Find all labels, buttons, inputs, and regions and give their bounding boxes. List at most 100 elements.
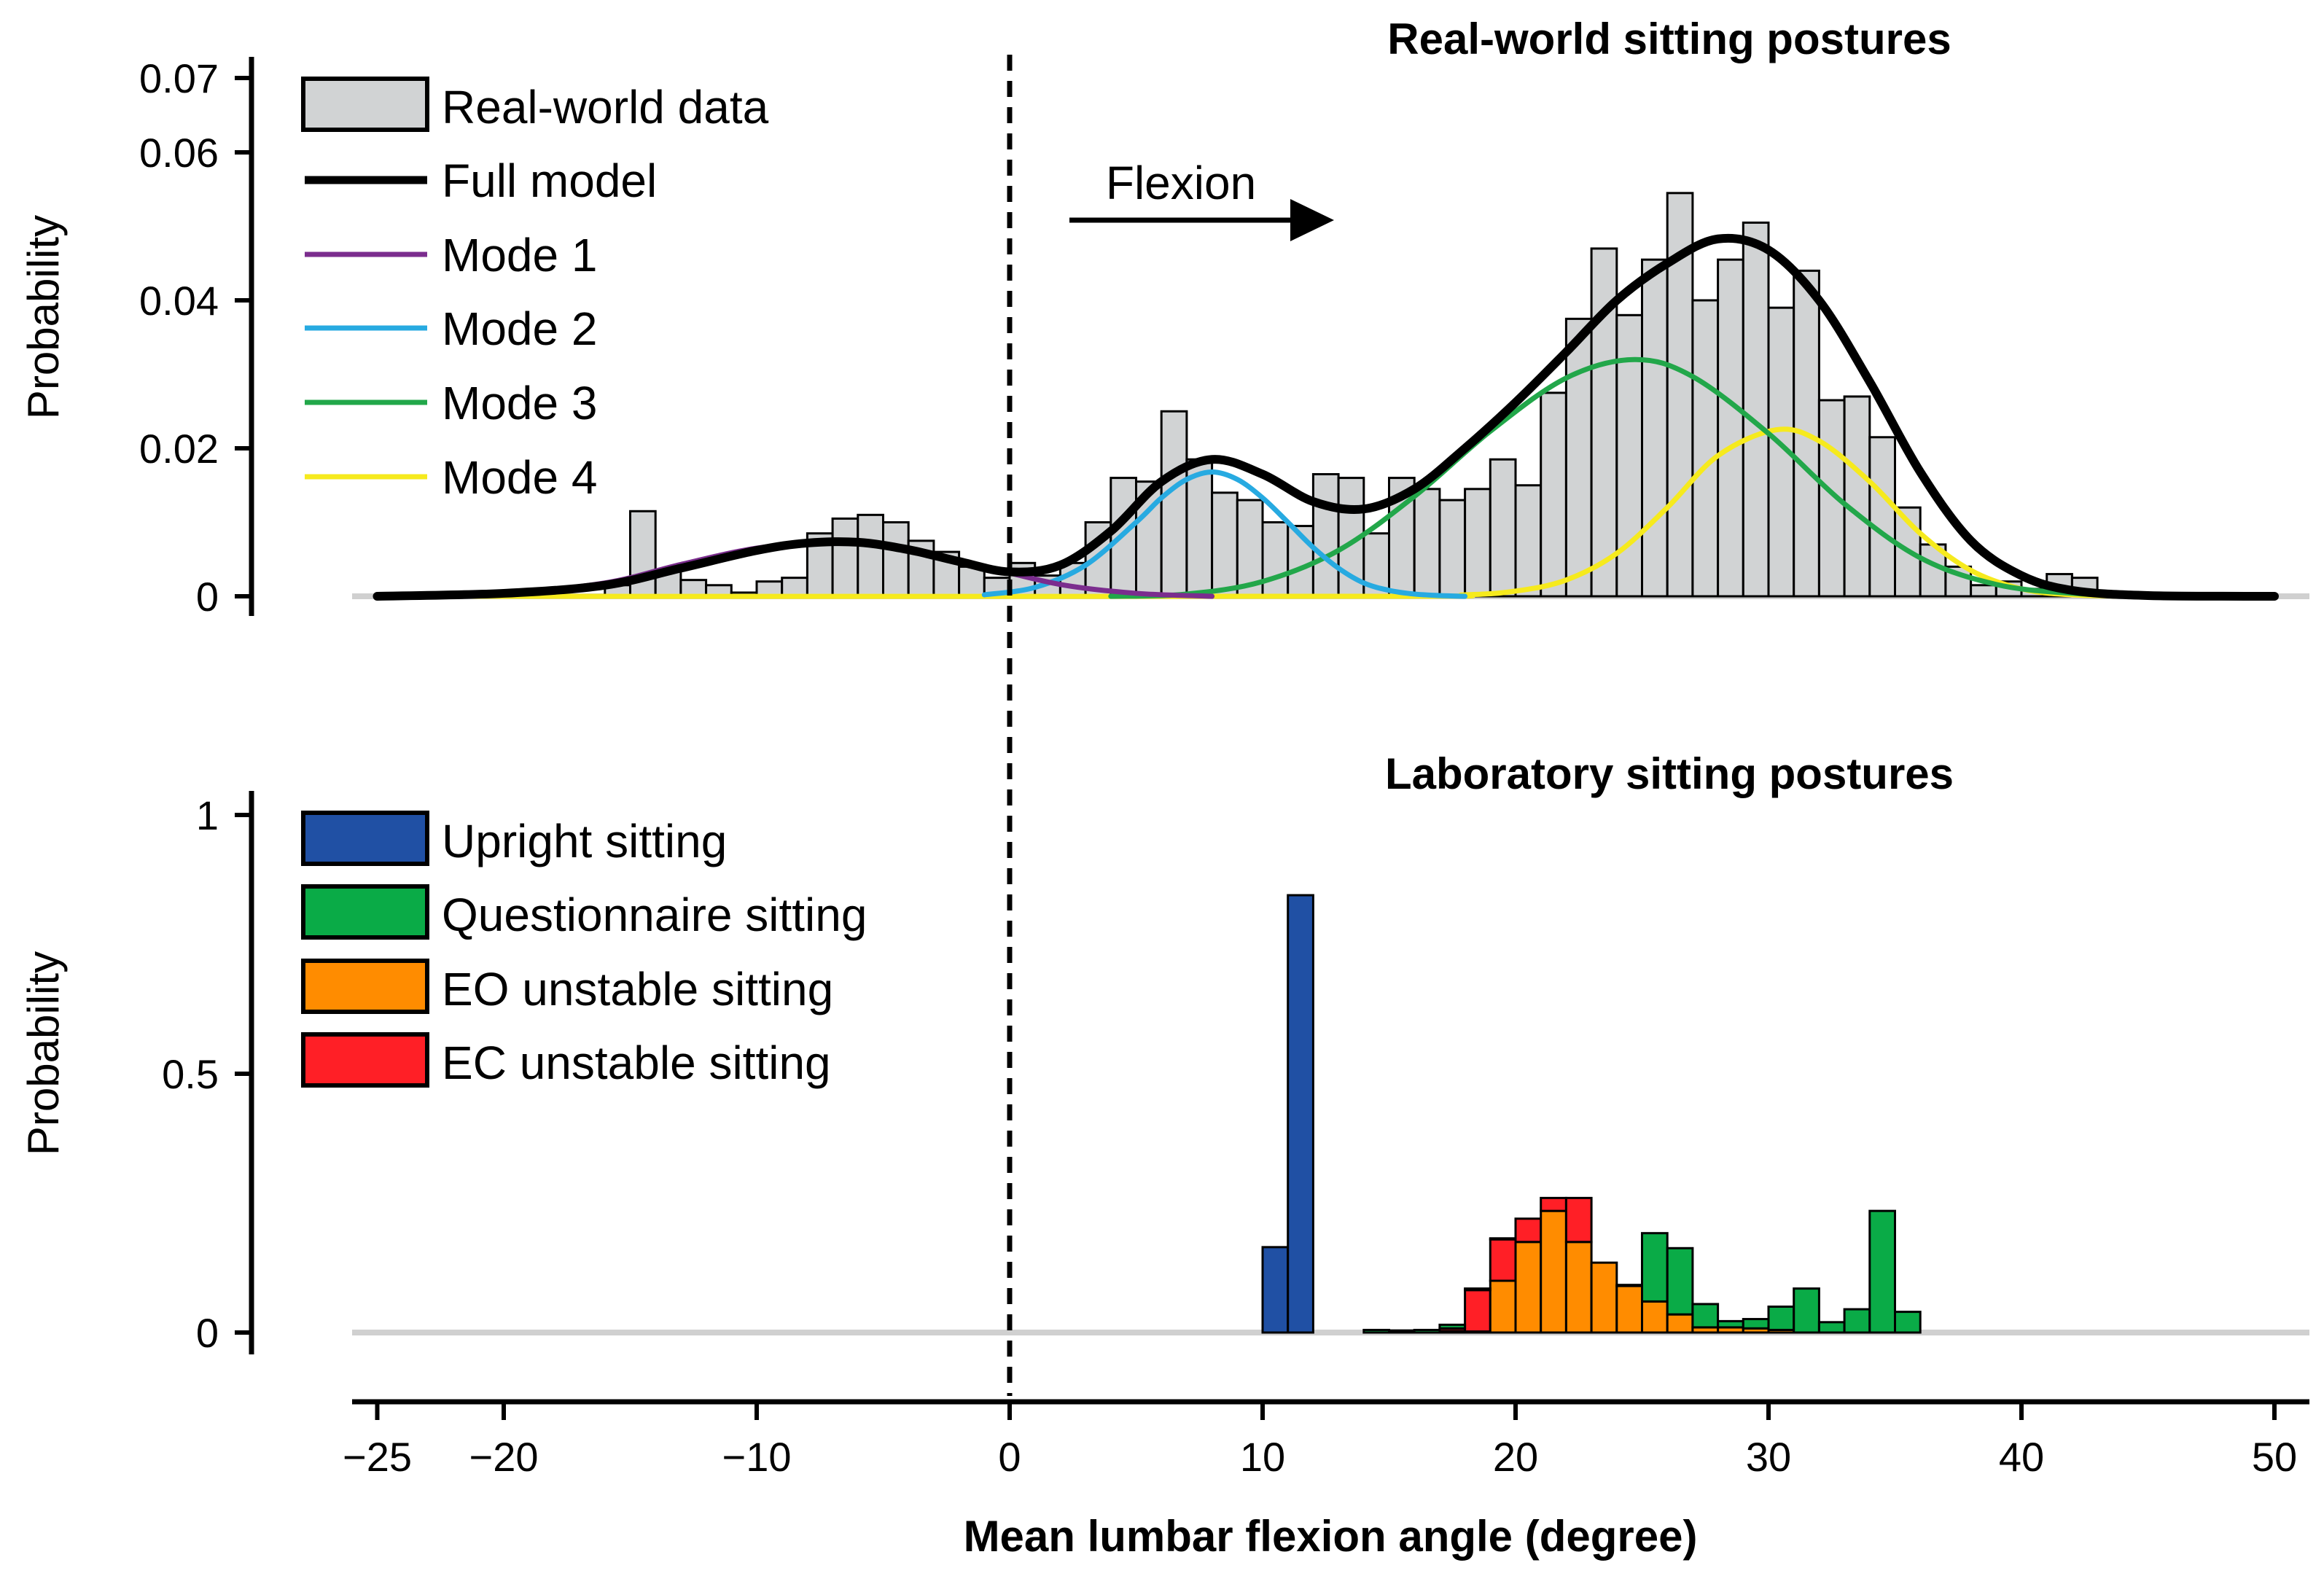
top-histogram-bar xyxy=(1843,395,1871,598)
legend-label-full-model: Full model xyxy=(442,155,657,207)
top-histogram-bar xyxy=(1970,584,1997,598)
top-histogram-bar xyxy=(1261,521,1290,598)
x-axis-title: Mean lumbar flexion angle (degree) xyxy=(964,1512,1698,1561)
eo-unstable-bar xyxy=(1666,1313,1694,1334)
eo-unstable-bar xyxy=(1641,1300,1669,1334)
questionnaire-bar xyxy=(1489,1237,1517,1241)
top-histogram-bar xyxy=(1540,391,1567,598)
flexion-annotation: Flexion xyxy=(1106,157,1256,209)
top-y-tick-label: 0.07 xyxy=(139,55,219,101)
x-tick-label: −10 xyxy=(722,1434,792,1480)
upright-bar xyxy=(1261,1246,1290,1334)
bottom-y-tick-label: 0 xyxy=(196,1310,219,1356)
top-histogram-bar xyxy=(1641,258,1669,598)
questionnaire-bar xyxy=(1691,1303,1720,1329)
legend-label-mode-4: Mode 4 xyxy=(442,451,597,504)
ec-unstable-bar xyxy=(1464,1289,1492,1333)
full-model-curve xyxy=(373,233,2279,601)
legend-label-mode-3: Mode 3 xyxy=(442,377,597,429)
legend-swatch-questionnaire-sitting xyxy=(301,884,429,940)
legend-label-mode-2: Mode 2 xyxy=(442,303,597,355)
eo-unstable-bar xyxy=(1590,1261,1618,1334)
top-panel-title: Real-world sitting postures xyxy=(1387,15,1951,63)
questionnaire-bar xyxy=(1843,1308,1871,1334)
top-histogram-bar xyxy=(1717,258,1744,598)
mode-3-curve xyxy=(1108,356,2277,599)
questionnaire-bar xyxy=(1615,1284,1644,1287)
legend-label-eo-unstable-sitting: EO unstable sitting xyxy=(442,963,833,1015)
bottom-panel: Laboratory sitting postures 0 0.5 1 Prob… xyxy=(19,749,2309,1356)
questionnaire-bar xyxy=(1793,1287,1820,1334)
eo-unstable-bar xyxy=(1615,1284,1644,1334)
questionnaire-bar xyxy=(1666,1247,1694,1316)
top-histogram-bar xyxy=(1489,458,1517,598)
legend-swatch-ec-unstable-sitting xyxy=(301,1032,429,1088)
ec-unstable-bar xyxy=(1564,1196,1593,1244)
top-histogram-bar xyxy=(882,521,910,598)
top-histogram-bar xyxy=(1742,221,1770,598)
upright-bar xyxy=(1287,894,1314,1334)
questionnaire-bar xyxy=(1464,1287,1492,1292)
questionnaire-bar xyxy=(1362,1328,1391,1334)
eo-unstable-bar xyxy=(1514,1241,1543,1334)
x-tick-label: 50 xyxy=(2252,1434,2297,1480)
top-histogram-bar xyxy=(1564,317,1593,598)
legend-swatch-upright-sitting xyxy=(301,811,429,866)
top-histogram-bar xyxy=(857,513,885,598)
top-histogram-bar xyxy=(1464,488,1492,598)
top-histogram xyxy=(604,192,2150,598)
x-axis-ticks: −25 −20 −10 0 10 20 30 40 50 xyxy=(343,1402,2297,1480)
questionnaire-bar xyxy=(1894,1311,1922,1334)
top-histogram-bar xyxy=(831,517,859,598)
top-y-tick-label: 0.02 xyxy=(139,426,219,472)
legend-swatch-real-world-data xyxy=(301,77,429,132)
legend-label-ec-unstable-sitting: EC unstable sitting xyxy=(442,1037,831,1089)
questionnaire-bar xyxy=(1742,1318,1770,1330)
eo-unstable-bar xyxy=(1540,1209,1567,1334)
top-histogram-bar xyxy=(1311,473,1340,598)
legend-label-real-world-data: Real-world data xyxy=(442,81,769,133)
x-tick-label: −20 xyxy=(469,1434,539,1480)
legend-label-questionnaire-sitting: Questionnaire sitting xyxy=(442,889,867,941)
top-y-tick-label: 0.06 xyxy=(139,130,219,176)
top-panel: Real-world sitting postures 0 0.02 0.04 … xyxy=(19,15,2309,620)
x-tick-label: 10 xyxy=(1240,1434,1285,1480)
ec-unstable-bar xyxy=(1514,1217,1543,1244)
top-y-axis-title: Probability xyxy=(19,215,68,419)
bottom-y-tick-label: 1 xyxy=(196,792,219,838)
bottom-legend: Upright sitting Questionnaire sitting EO… xyxy=(301,811,867,1089)
questionnaire-bar xyxy=(1641,1232,1669,1303)
bottom-panel-title: Laboratory sitting postures xyxy=(1385,749,1954,798)
questionnaire-bar xyxy=(1868,1209,1897,1334)
legend-label-mode-1: Mode 1 xyxy=(442,229,597,281)
questionnaire-bar xyxy=(1767,1306,1795,1331)
ec-unstable-bar xyxy=(1540,1196,1567,1212)
x-tick-label: 0 xyxy=(998,1434,1021,1480)
top-histogram-bar xyxy=(1413,488,1441,598)
top-legend: Real-world data Full model Mode 1 Mode 2… xyxy=(301,77,769,504)
legend-swatch-eo-unstable-sitting xyxy=(301,959,429,1014)
x-tick-label: 20 xyxy=(1493,1434,1538,1480)
eo-unstable-bar xyxy=(1564,1241,1593,1334)
questionnaire-bar xyxy=(1817,1321,1846,1334)
legend-label-upright-sitting: Upright sitting xyxy=(442,815,727,867)
questionnaire-bar xyxy=(1438,1323,1467,1330)
ec-unstable-bar xyxy=(1489,1238,1517,1282)
questionnaire-bar xyxy=(1388,1329,1416,1334)
top-histogram-bar xyxy=(781,577,808,598)
x-tick-label: −25 xyxy=(343,1434,412,1480)
top-histogram-bar xyxy=(958,565,986,598)
top-histogram-bar xyxy=(1211,491,1239,598)
top-y-tick-label: 0 xyxy=(196,574,219,620)
top-histogram-bar xyxy=(1160,410,1188,598)
top-model-curves xyxy=(373,233,2279,601)
questionnaire-bar xyxy=(1717,1319,1744,1329)
x-tick-label: 40 xyxy=(1999,1434,2044,1480)
top-y-tick-label: 0.04 xyxy=(139,278,219,324)
top-histogram-bar xyxy=(1438,499,1467,598)
mode-2-curve xyxy=(981,469,1468,599)
top-histogram-bar xyxy=(1514,484,1543,598)
bottom-y-tick-label: 0.5 xyxy=(162,1051,219,1097)
eo-unstable-bar xyxy=(1489,1279,1517,1334)
